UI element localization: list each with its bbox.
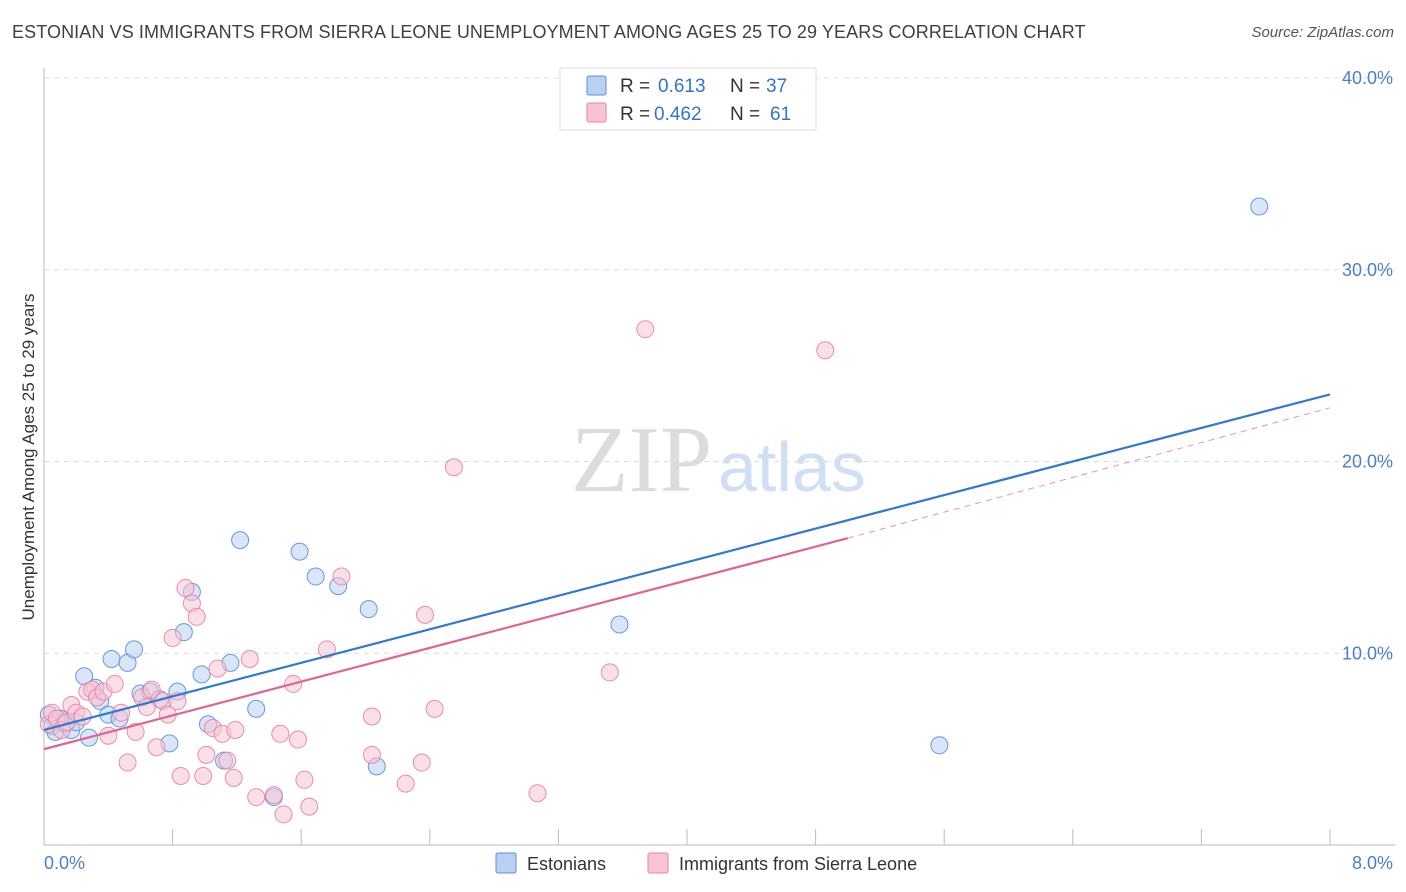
x-tick-label-min: 0.0% (44, 853, 85, 873)
point-sierra-leone (362, 707, 381, 726)
trend-line-sierra-leone (43, 537, 849, 751)
watermark-atlas: atlas (718, 428, 866, 506)
point-sierra-leone (816, 341, 835, 360)
point-sierra-leone (126, 722, 145, 741)
point-sierra-leone (425, 699, 444, 718)
point-estonians (610, 615, 629, 634)
stats-n-value-sierra-leone: 61 (770, 104, 791, 125)
legend-swatch-estonians (495, 852, 517, 874)
point-sierra-leone (187, 607, 206, 626)
point-sierra-leone (317, 640, 336, 659)
point-estonians (359, 600, 378, 619)
trend-lines (43, 393, 1331, 751)
point-estonians (247, 699, 266, 718)
stats-legend-swatch-sierra-leone (586, 102, 607, 123)
stats-n-label-sierra-leone: N = (730, 104, 760, 125)
point-estonians (290, 542, 309, 561)
watermark-zip: ZIP (571, 408, 712, 512)
point-sierra-leone (362, 745, 381, 764)
point-sierra-leone (396, 774, 415, 793)
point-estonians (306, 567, 325, 586)
point-sierra-leone (636, 320, 655, 339)
point-sierra-leone (208, 659, 227, 678)
point-sierra-leone (176, 579, 195, 598)
x-tick-marks (43, 829, 1331, 845)
stats-n-label-estonians: N = (730, 76, 760, 97)
point-estonians (231, 531, 250, 550)
point-sierra-leone (224, 768, 243, 787)
stats-r-value-sierra-leone: 0.462 (654, 104, 702, 125)
gridlines (44, 77, 1395, 654)
point-sierra-leone (274, 805, 293, 824)
point-estonians (930, 736, 949, 755)
y-axis-label: Unemployment Among Ages 25 to 29 years (19, 294, 38, 621)
point-sierra-leone (295, 770, 314, 789)
point-sierra-leone (194, 766, 213, 785)
point-sierra-leone (147, 738, 166, 757)
point-sierra-leone (112, 703, 131, 722)
point-estonians (125, 640, 144, 659)
trend-line-estonians (43, 393, 1331, 732)
point-sierra-leone (226, 720, 245, 739)
y-tick-labels: 10.0% 20.0% 30.0% 40.0% (1342, 68, 1393, 663)
point-sierra-leone (197, 745, 216, 764)
y-tick-label: 30.0% (1342, 260, 1393, 280)
stats-legend-swatch-estonians (586, 75, 607, 96)
y-tick-label: 10.0% (1342, 643, 1393, 663)
point-sierra-leone (332, 567, 351, 586)
series-legend: Estonians Immigrants from Sierra Leone (495, 852, 917, 874)
stats-r-label-estonians: R = (620, 76, 650, 97)
stats-r-label-sierra-leone: R = (620, 104, 650, 125)
point-sierra-leone (142, 680, 161, 699)
stats-legend: R = 0.613 N = 37 R = 0.462 N = 61 (559, 67, 817, 131)
stats-n-value-estonians: 37 (766, 76, 787, 97)
point-sierra-leone (444, 458, 463, 477)
point-sierra-leone (218, 751, 237, 770)
point-sierra-leone (415, 605, 434, 624)
point-sierra-leone (171, 766, 190, 785)
watermark: ZIP atlas (571, 408, 866, 512)
legend-swatch-sierra-leone (647, 852, 669, 874)
point-sierra-leone (528, 784, 547, 803)
point-sierra-leone (271, 724, 290, 743)
point-estonians (192, 665, 211, 684)
chart-source: Source: ZipAtlas.com (1251, 24, 1394, 41)
point-sierra-leone (600, 663, 619, 682)
x-tick-label-max: 8.0% (1352, 853, 1393, 873)
point-sierra-leone (240, 650, 259, 669)
point-sierra-leone (118, 753, 137, 772)
point-sierra-leone (264, 786, 283, 805)
point-estonians (1250, 197, 1269, 216)
legend-label-sierra-leone: Immigrants from Sierra Leone (679, 854, 917, 874)
point-sierra-leone (288, 730, 307, 749)
point-sierra-leone (300, 797, 319, 816)
trend-line-extension-sierra-leone (847, 407, 1331, 539)
chart-title: ESTONIAN VS IMMIGRANTS FROM SIERRA LEONE… (12, 22, 1086, 42)
point-sierra-leone (247, 788, 266, 807)
y-tick-label: 20.0% (1342, 452, 1393, 472)
point-sierra-leone (412, 753, 431, 772)
y-tick-label: 40.0% (1342, 68, 1393, 88)
legend-label-estonians: Estonians (527, 854, 606, 874)
point-sierra-leone (105, 674, 124, 693)
point-estonians (102, 650, 121, 669)
stats-r-value-estonians: 0.613 (658, 76, 706, 97)
point-sierra-leone (163, 628, 182, 647)
